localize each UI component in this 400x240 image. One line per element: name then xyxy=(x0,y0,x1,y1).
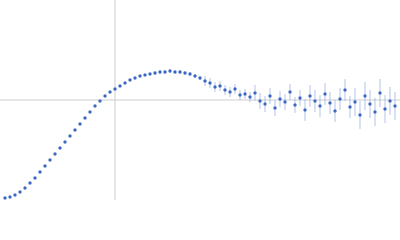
data-point xyxy=(48,158,52,162)
data-point xyxy=(358,113,362,117)
data-point xyxy=(33,176,37,180)
data-point xyxy=(248,95,252,99)
data-point xyxy=(203,79,207,83)
data-point xyxy=(78,122,82,126)
data-point xyxy=(198,76,202,80)
data-point xyxy=(68,134,72,138)
data-point xyxy=(273,106,277,110)
data-point xyxy=(388,99,392,103)
data-point xyxy=(93,104,97,108)
data-point xyxy=(163,70,167,74)
chart xyxy=(0,0,400,200)
data-point xyxy=(333,109,337,113)
data-point xyxy=(53,152,57,156)
data-point xyxy=(63,140,67,144)
data-point xyxy=(228,90,232,94)
data-point xyxy=(13,193,17,197)
data-point xyxy=(73,128,77,132)
data-point xyxy=(218,84,222,88)
data-point xyxy=(288,90,292,94)
data-point xyxy=(208,81,212,85)
data-point xyxy=(123,81,127,85)
data-point xyxy=(193,74,197,78)
data-point xyxy=(43,164,47,168)
data-point xyxy=(138,74,142,78)
data-point xyxy=(363,94,367,98)
data-point xyxy=(153,71,157,75)
data-point xyxy=(378,91,382,95)
data-point xyxy=(158,70,162,74)
data-point xyxy=(168,69,172,73)
data-point xyxy=(233,87,237,91)
data-point xyxy=(223,88,227,92)
data-point xyxy=(328,101,332,105)
data-point xyxy=(133,76,137,80)
data-point xyxy=(338,97,342,101)
data-point xyxy=(308,94,312,98)
data-point xyxy=(238,93,242,97)
data-point xyxy=(213,85,217,89)
data-point xyxy=(283,100,287,104)
data-point xyxy=(38,170,42,174)
data-point xyxy=(243,92,247,96)
data-point xyxy=(348,105,352,109)
data-point xyxy=(263,102,267,106)
data-point xyxy=(98,99,102,103)
data-point xyxy=(18,190,22,194)
data-point xyxy=(178,70,182,74)
data-point xyxy=(353,100,357,104)
data-point xyxy=(148,72,152,76)
data-point xyxy=(383,107,387,111)
data-point xyxy=(88,110,92,114)
data-point xyxy=(393,104,397,108)
data-point xyxy=(108,90,112,94)
data-point xyxy=(318,104,322,108)
data-point xyxy=(253,91,257,95)
data-point xyxy=(183,71,187,75)
data-point xyxy=(258,99,262,103)
data-point xyxy=(128,78,132,82)
data-point xyxy=(28,181,32,185)
data-point xyxy=(293,103,297,107)
data-point xyxy=(323,92,327,96)
data-point xyxy=(298,96,302,100)
data-point xyxy=(58,146,62,150)
data-point xyxy=(83,116,87,120)
data-point xyxy=(373,110,377,114)
data-point xyxy=(313,99,317,103)
data-point xyxy=(118,84,122,88)
data-point xyxy=(103,94,107,98)
data-point xyxy=(173,70,177,74)
data-point xyxy=(113,87,117,91)
data-point xyxy=(143,73,147,77)
data-point xyxy=(8,195,12,199)
data-point xyxy=(278,97,282,101)
data-point xyxy=(343,88,347,92)
data-point xyxy=(3,196,7,200)
data-point xyxy=(303,108,307,112)
data-point xyxy=(268,94,272,98)
data-point xyxy=(368,102,372,106)
data-point xyxy=(188,72,192,76)
data-point xyxy=(23,186,27,190)
